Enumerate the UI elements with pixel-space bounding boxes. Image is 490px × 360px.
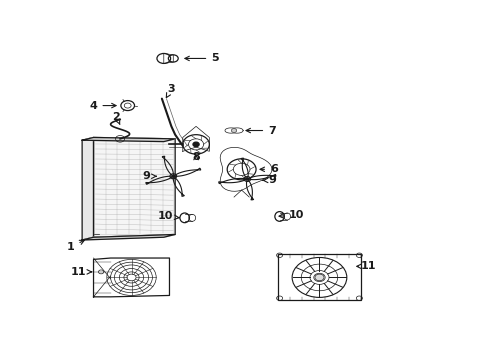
Polygon shape	[82, 138, 94, 240]
Polygon shape	[82, 138, 175, 141]
Text: 11: 11	[71, 267, 92, 277]
Circle shape	[172, 175, 174, 177]
Circle shape	[246, 178, 248, 180]
Text: 5: 5	[185, 53, 219, 63]
Text: 2: 2	[112, 112, 120, 125]
Text: 10: 10	[279, 210, 304, 220]
Text: 9: 9	[143, 171, 156, 181]
Text: 7: 7	[246, 126, 276, 135]
Text: 6: 6	[260, 164, 278, 174]
Text: 4: 4	[90, 100, 116, 111]
Text: 1: 1	[67, 240, 84, 252]
Polygon shape	[82, 234, 175, 240]
Bar	[278, 254, 361, 300]
Text: 9: 9	[263, 175, 276, 185]
Text: 11: 11	[357, 261, 377, 271]
Polygon shape	[94, 138, 175, 237]
Circle shape	[193, 142, 199, 147]
Text: 3: 3	[166, 84, 175, 98]
Text: 10: 10	[158, 211, 179, 221]
Circle shape	[315, 274, 324, 281]
Text: 8: 8	[192, 152, 200, 162]
Circle shape	[231, 129, 237, 132]
